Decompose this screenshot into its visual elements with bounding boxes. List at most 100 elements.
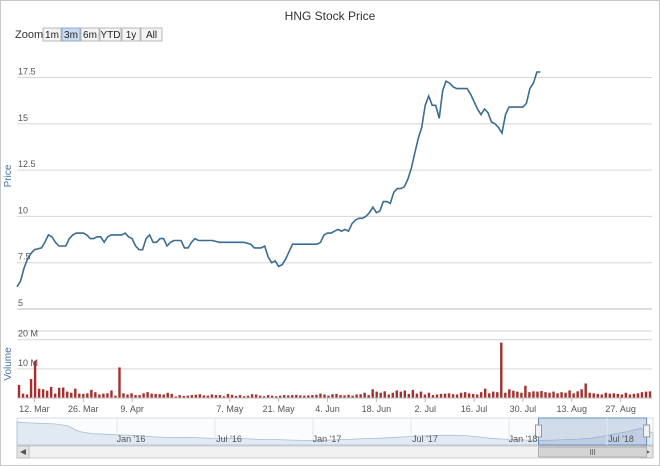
volume-bar [106, 393, 109, 398]
price-tick-label: 7.5 [18, 252, 31, 262]
volume-bar [475, 394, 479, 398]
navigator-selected-range[interactable] [538, 417, 648, 446]
volume-bar [198, 394, 202, 398]
volume-bar [343, 395, 346, 398]
volume-bar [57, 387, 61, 398]
volume-bar [323, 394, 326, 398]
price-axis-title: Price [3, 164, 14, 187]
scroll-left-arrow-icon [20, 449, 26, 455]
volume-bar [41, 389, 45, 398]
volume-bar [154, 393, 157, 398]
volume-bar [415, 393, 419, 398]
volume-bar [254, 394, 258, 398]
volume-bar [479, 392, 483, 398]
zoom-button-ytd[interactable]: YTD [99, 27, 122, 42]
volume-bar [53, 393, 57, 398]
volume-bar [214, 395, 218, 398]
volume-bar [572, 393, 575, 398]
volume-bar [419, 391, 423, 398]
volume-bar [319, 393, 322, 398]
navigator[interactable]: Jan '16 Jul '16 Jan '17 Jul '17 Jan '18 Jul '… [16, 417, 654, 446]
zoom-button-label: 6m [83, 30, 97, 41]
volume-bar [66, 391, 69, 398]
volume-bar [471, 393, 475, 398]
zoom-button-6m[interactable]: 6m [80, 27, 100, 42]
volume-bar [62, 387, 65, 398]
zoom-button-label: 3m [64, 30, 78, 41]
scrollbar[interactable] [16, 445, 654, 459]
volume-bar [162, 394, 165, 398]
volume-bar [536, 391, 539, 398]
volume-bar [624, 392, 628, 398]
volume-tick-label: 10 M [18, 358, 38, 368]
price-tick-label: 17.5 [18, 67, 36, 77]
volume-bar [170, 393, 173, 398]
zoom-button-1y[interactable]: 1y [121, 27, 141, 42]
x-tick-label: 9. Apr [120, 404, 144, 414]
zoom-button-3m[interactable]: 3m [61, 27, 81, 42]
volume-bar [222, 396, 226, 398]
volume-bar [315, 394, 318, 398]
volume-bar [556, 393, 559, 398]
volume-bar [363, 392, 366, 398]
volume-bar [616, 393, 620, 398]
volume-bar [584, 383, 587, 398]
volume-bar [443, 393, 447, 398]
volume-bar [82, 393, 85, 398]
volume-bar [166, 392, 169, 398]
volume-bar [311, 395, 314, 398]
volume-bar [218, 395, 222, 398]
volume-bar [194, 394, 198, 398]
volume-bar [130, 393, 133, 398]
volume-bar [596, 393, 599, 398]
volume-bar [379, 392, 382, 398]
x-tick-label: 26. Mar [68, 404, 99, 414]
volume-bar [435, 394, 439, 398]
volume-bar [150, 393, 153, 398]
navigator-handle-right[interactable] [643, 424, 651, 438]
volume-bar [548, 392, 551, 398]
zoom-button-1m[interactable]: 1m [42, 27, 62, 42]
zoom-button-label: YTD [101, 30, 121, 41]
price-panel: 5 7.5 10 12.5 15 17.5 Price [3, 67, 652, 310]
volume-bar [391, 392, 394, 398]
volume-bar [291, 395, 294, 398]
volume-bar [451, 394, 455, 398]
scrollbar-grip-icon [590, 449, 596, 455]
volume-bar [118, 367, 121, 398]
x-axis: 12. Mar 26. Mar 9. Apr 7. May 21. May 4. Jun 1… [19, 398, 636, 414]
volume-bar [359, 394, 362, 398]
volume-bar [463, 392, 467, 398]
volume-bar [33, 360, 37, 398]
volume-bar [447, 393, 451, 398]
x-tick-label: 27. Aug [605, 404, 636, 414]
volume-bar [110, 390, 113, 398]
x-tick-label: 16. Jul [461, 404, 488, 414]
x-tick-label: 21. May [263, 404, 296, 414]
volume-bar [146, 392, 149, 398]
volume-bar [528, 392, 531, 398]
volume-bar [283, 395, 286, 398]
volume-bar [532, 391, 535, 398]
volume-bar [636, 393, 640, 398]
volume-bar [648, 391, 652, 398]
volume-bar [45, 390, 49, 398]
volume-bar [467, 393, 471, 398]
volume-bar [612, 393, 616, 398]
volume-bar [592, 393, 595, 398]
volume-bar [287, 395, 290, 398]
volume-bar [303, 395, 306, 398]
volume-bar [439, 393, 443, 398]
zoom-button-all[interactable]: All [140, 27, 163, 42]
volume-bar [500, 342, 503, 398]
volume-bar [70, 392, 73, 398]
navigator-label: Jul '17 [412, 434, 438, 444]
volume-bar [122, 393, 125, 398]
volume-tick-label: 20 M [18, 329, 38, 339]
navigator-label: Jan '18 [509, 434, 538, 444]
volume-bar [407, 393, 411, 398]
volume-bar [403, 390, 407, 398]
navigator-handle-left[interactable] [535, 424, 542, 438]
navigator-label: Jul '18 [608, 434, 634, 444]
